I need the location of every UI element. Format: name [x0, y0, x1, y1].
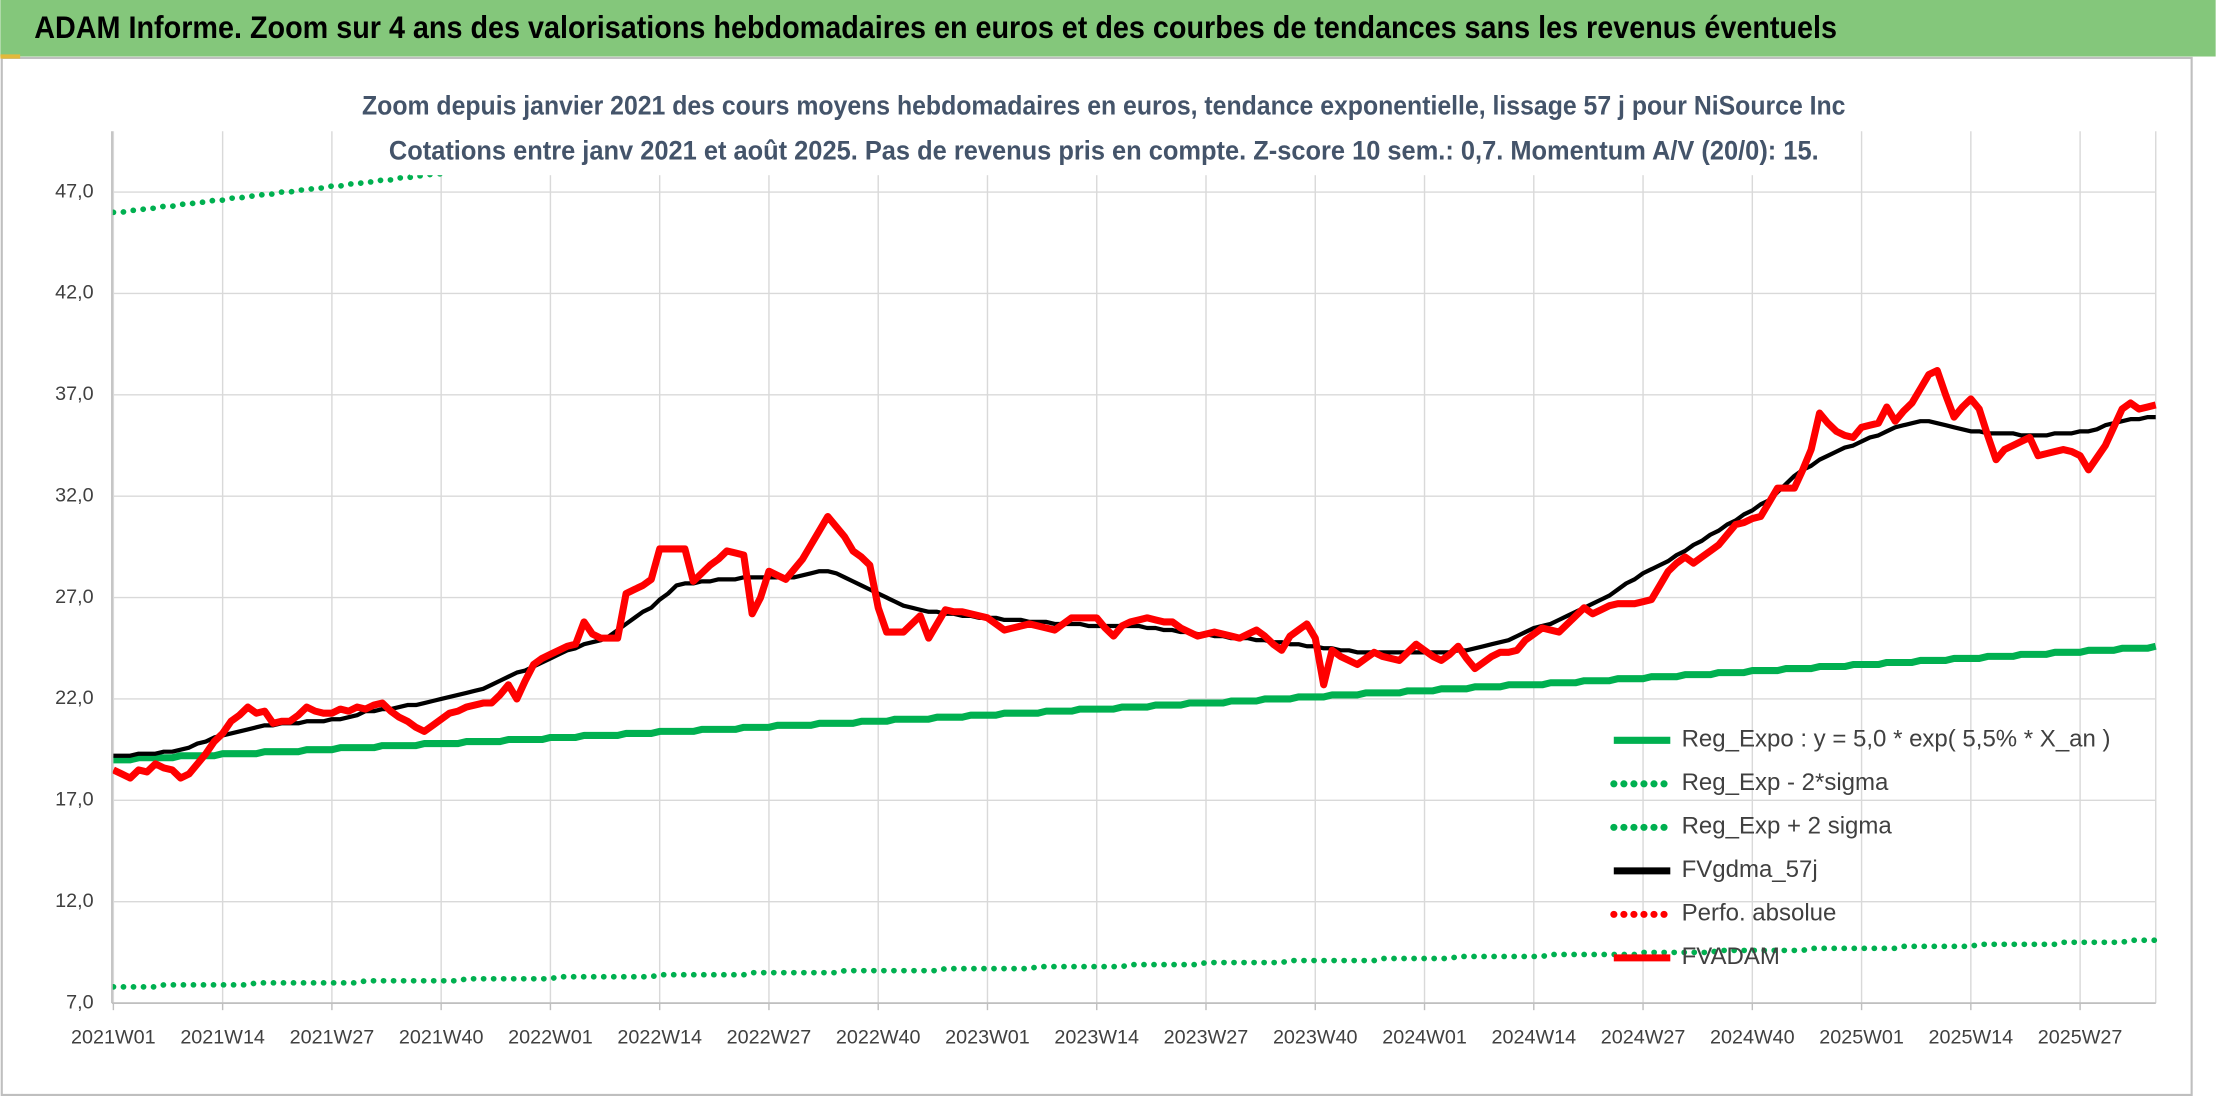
x-tick-label: 2025W01 [1819, 1027, 1904, 1049]
header-bar [0, 0, 2216, 57]
plot-area [111, 129, 2158, 990]
y-tick-label: 47,0 [55, 180, 93, 202]
y-tick-label: 37,0 [55, 383, 93, 405]
y-tick-label: 12,0 [55, 890, 93, 912]
chart-subtitle: Zoom depuis janvier 2021 des cours moyen… [362, 90, 1846, 120]
chart-title: ADAM Informe. Zoom sur 4 ans des valoris… [34, 10, 1837, 45]
x-tick-label: 2024W14 [1491, 1027, 1576, 1049]
chart-frame [0, 56, 2193, 1096]
subtitle-box [410, 84, 1852, 176]
y-tick-label: 17,0 [55, 789, 93, 811]
x-tick-label: 2021W27 [290, 1027, 375, 1049]
x-tick-label: 2022W40 [836, 1027, 921, 1049]
axes: 7,0 12,0 17,0 22,0 27,0 32,0 37,0 42,0 47,0 2021W… [55, 131, 2156, 1049]
x-tick-label: 2024W01 [1382, 1027, 1467, 1049]
x-tick-label: 2021W01 [71, 1027, 156, 1049]
series-line [113, 642, 2157, 764]
y-tick-label: 27,0 [55, 586, 93, 608]
x-tick-label: 2022W14 [617, 1027, 702, 1049]
grid [111, 131, 2157, 1004]
x-tick-label: 2022W01 [508, 1027, 593, 1049]
y-tick-label: 22,0 [55, 687, 93, 709]
y-tick-label: 32,0 [55, 484, 93, 506]
legend: Reg_Expo : y = 5,0 * exp( 5,5% * X_an ) R… [1610, 726, 2111, 970]
legend-label: Reg_Exp - 2*sigma [1682, 769, 1889, 796]
series-line [111, 937, 2158, 990]
x-tick-label: 2022W27 [727, 1027, 812, 1049]
x-tick-label: 2025W14 [1929, 1027, 2014, 1049]
x-tick-label: 2023W27 [1164, 1027, 1249, 1049]
legend-label: FVgdma_57j [1682, 856, 1818, 883]
x-tick-label: 2023W14 [1054, 1027, 1139, 1049]
x-tick-label: 2024W27 [1601, 1027, 1686, 1049]
y-tick-label: 42,0 [55, 282, 93, 304]
x-tick-label: 2023W01 [945, 1027, 1030, 1049]
chart-subtitle: Cotations entre janv 2021 et août 2025. … [389, 136, 1819, 166]
x-tick-label: 2024W40 [1710, 1027, 1795, 1049]
legend-label: FVADAM [1682, 943, 1780, 970]
series-line [113, 415, 2156, 758]
x-tick-label: 2021W14 [180, 1027, 265, 1049]
series-line [111, 366, 2157, 782]
x-tick-label: 2025W27 [2038, 1027, 2123, 1049]
x-tick-label: 2021W40 [399, 1027, 484, 1049]
legend-label: Reg_Expo : y = 5,0 * exp( 5,5% * X_an ) [1682, 726, 2111, 753]
legend-label: Perfo. absolue [1682, 900, 1837, 927]
x-tick-label: 2023W40 [1273, 1027, 1358, 1049]
y-tick-label: 7,0 [66, 991, 93, 1013]
legend-label: Reg_Exp + 2 sigma [1682, 813, 1893, 840]
